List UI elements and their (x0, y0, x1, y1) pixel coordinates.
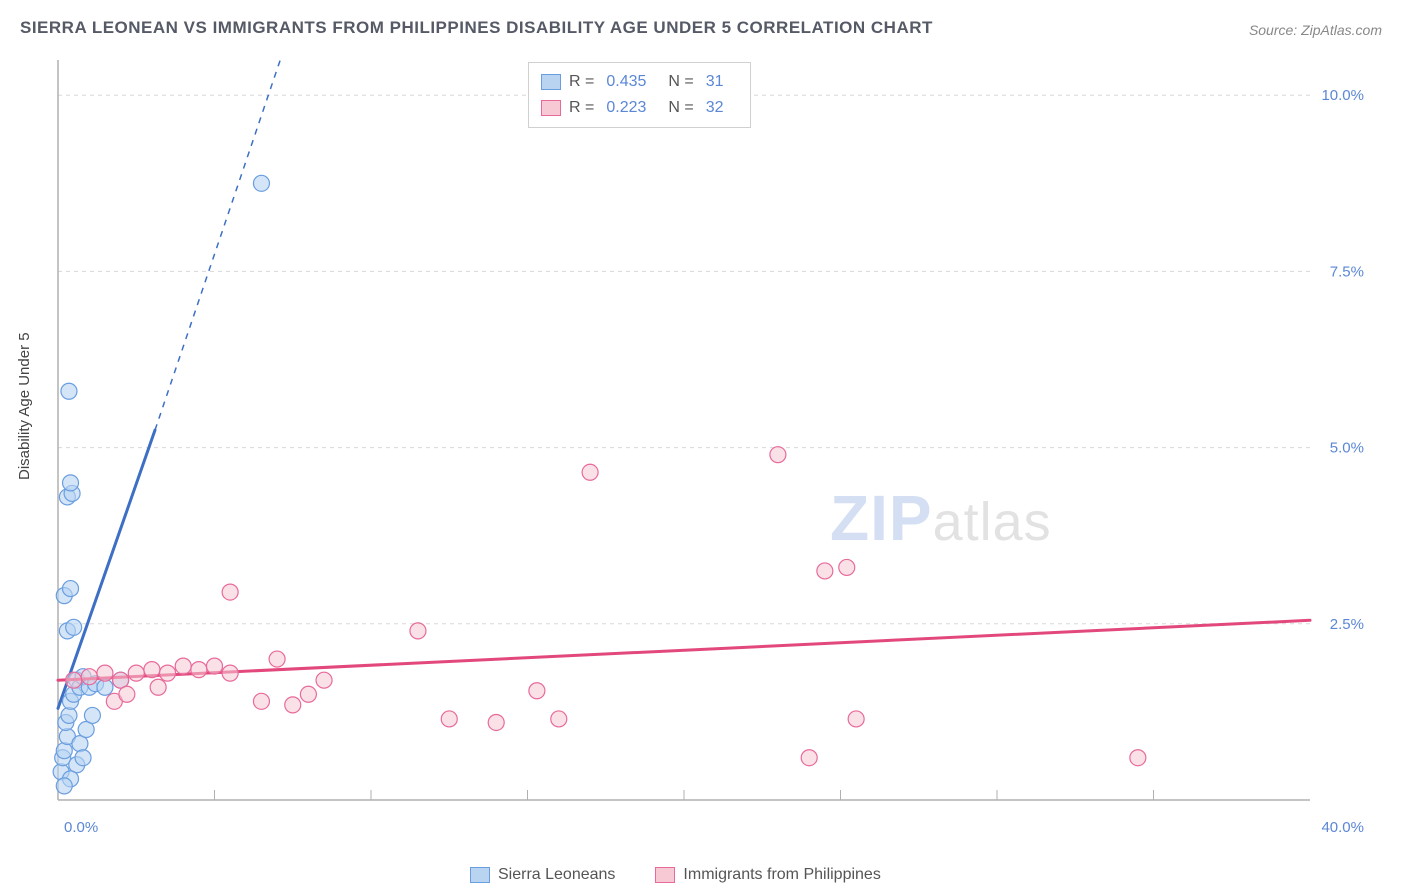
series-legend-item: Immigrants from Philippines (655, 866, 880, 884)
legend-swatch (470, 867, 490, 883)
legend-n-label: N = (668, 73, 693, 91)
legend-n-value: 31 (706, 73, 724, 91)
chart-area: 2.5% 5.0% 7.5% 10.0% 0.0% 40.0% R = 0.435 N = 31… (50, 56, 1370, 836)
stats-legend-row: R = 0.435 N = 31 (541, 69, 738, 95)
y-tick-label: 2.5% (1330, 616, 1364, 633)
legend-r-value: 0.435 (606, 73, 646, 91)
legend-swatch (541, 100, 561, 116)
scatter-plot: 2.5% 5.0% 7.5% 10.0% 0.0% 40.0% (50, 56, 1370, 836)
y-tick-label: 5.0% (1330, 440, 1364, 457)
source-label: Source: ZipAtlas.com (1249, 22, 1382, 38)
series-legend-label: Sierra Leoneans (498, 866, 615, 884)
y-tick-label: 10.0% (1321, 87, 1364, 104)
legend-n-label: N = (668, 99, 693, 117)
y-axis-label: Disability Age Under 5 (16, 332, 33, 480)
stats-legend-row: R = 0.223 N = 32 (541, 95, 738, 121)
chart-title: SIERRA LEONEAN VS IMMIGRANTS FROM PHILIP… (20, 18, 933, 38)
x-tick-label: 40.0% (1321, 819, 1364, 836)
legend-swatch (655, 867, 675, 883)
stats-legend: R = 0.435 N = 31 R = 0.223 N = 32 (528, 62, 751, 128)
legend-n-value: 32 (706, 99, 724, 117)
x-tick-label: 0.0% (64, 819, 98, 836)
series-legend: Sierra Leoneans Immigrants from Philippin… (470, 866, 881, 884)
legend-r-label: R = (569, 99, 594, 117)
series-legend-label: Immigrants from Philippines (683, 866, 880, 884)
legend-swatch (541, 74, 561, 90)
legend-r-label: R = (569, 73, 594, 91)
legend-r-value: 0.223 (606, 99, 646, 117)
y-tick-label: 7.5% (1330, 263, 1364, 280)
series-legend-item: Sierra Leoneans (470, 866, 615, 884)
